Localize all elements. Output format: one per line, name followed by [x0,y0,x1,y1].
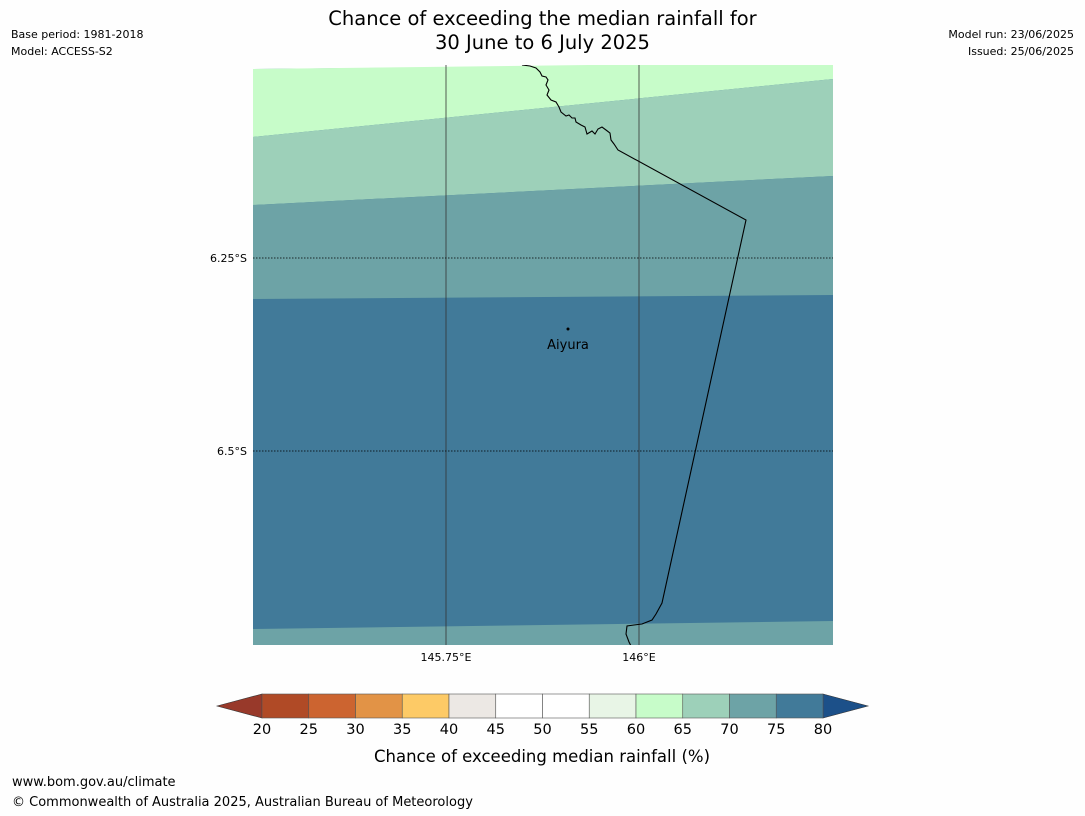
colorbar-swatch [775,693,824,719]
map-panel: Aiyura [253,65,833,645]
town-label: Aiyura [547,338,589,353]
band-70-75 [253,176,833,299]
colorbar-tick-label: 70 [720,722,738,738]
colorbar-tick-label: 60 [627,722,645,738]
colorbar-tick-label: 45 [487,722,505,738]
issued-text: Issued: 25/06/2025 [967,45,1074,58]
colorbar-swatch [308,693,356,719]
colorbar-tick-label: 25 [300,722,318,738]
border-line [521,65,747,645]
colorbar: 20 25 30 35 40 45 50 55 60 65 70 75 80 [215,693,870,738]
colorbar-swatch [401,693,450,719]
model-run-text: Model run: 23/06/2025 [948,28,1074,41]
colorbar-swatch [448,693,497,719]
lon-label-145-75: 145.75°E [421,651,472,664]
model-text: Model: ACCESS-S2 [11,45,113,58]
town-marker [566,327,570,331]
lat-label-6-25: 6.25°S [210,252,247,265]
band-60-65 [253,65,833,137]
map-title-line-2: 30 June to 6 July 2025 [435,31,650,54]
colorbar-swatch [635,693,684,719]
base-period-text: Base period: 1981-2018 [11,28,144,41]
colorbar-tick-label: 35 [393,722,411,738]
band-70-75-south [253,621,833,645]
colorbar-swatch [682,693,730,719]
colorbar-tick-label: 20 [253,722,271,738]
meta-left: Base period: 1981-2018 Model: ACCESS-S2 [11,26,143,60]
colorbar-swatch [588,693,637,719]
colorbar-tick-label: 30 [346,722,364,738]
colorbar-tick-label: 80 [814,722,832,738]
colorbar-tick-label: 65 [674,722,692,738]
lon-label-146: 146°E [622,651,655,664]
colorbar-tick-label: 50 [533,722,551,738]
colorbar-tick-label: 40 [440,722,458,738]
meta-right: Model run: 23/06/2025 Issued: 25/06/2025 [948,26,1074,60]
band-65-70 [253,79,833,205]
footer-copyright: © Commonwealth of Australia 2025, Austra… [12,795,473,810]
colorbar-label: Chance of exceeding median rainfall (%) [374,747,710,766]
colorbar-over-arrow [822,693,870,719]
colorbar-tick-label: 55 [580,722,598,738]
colorbar-swatch [355,693,403,719]
colorbar-tick-label: 75 [767,722,785,738]
lat-label-6-5: 6.5°S [217,445,247,458]
map-title-line-1: Chance of exceeding the median rainfall … [328,7,757,30]
colorbar-swatch [542,693,590,719]
footer-url: www.bom.gov.au/climate [12,775,176,790]
colorbar-under-arrow [215,693,263,719]
colorbar-swatch [729,693,777,719]
colorbar-swatch [261,693,310,719]
colorbar-swatch [495,693,543,719]
